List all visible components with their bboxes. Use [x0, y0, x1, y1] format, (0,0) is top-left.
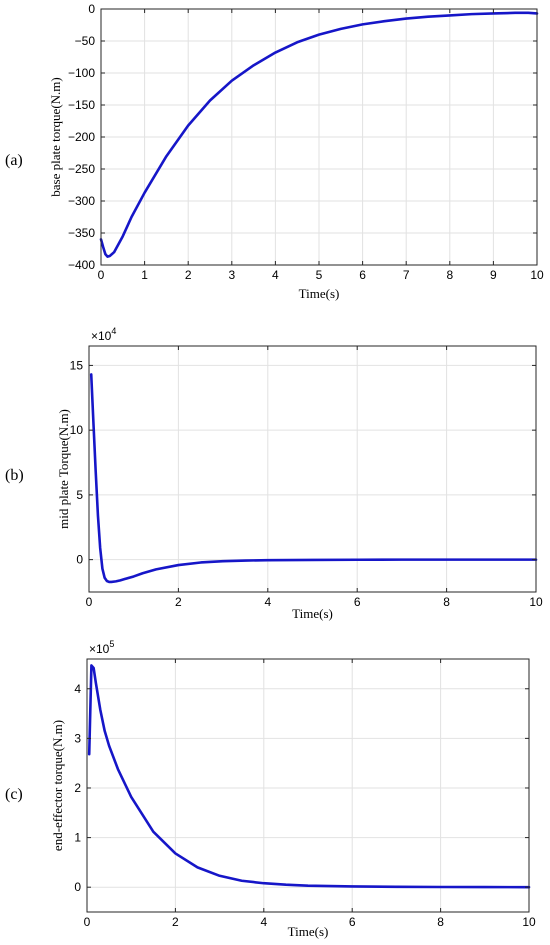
chart-panel-1: 0 1 2 3 4 5 6 7 8 9 10 0 −50 −100 −150 −200 −250 −300 −350… [5, 2, 544, 301]
y-tick-label: 4 [74, 682, 81, 696]
chart-panel-3: 0 2 4 6 8 10 0 1 2 3 4 ×105 Time(s) end-effector torq… [5, 639, 536, 939]
x-tick-label: 2 [172, 915, 179, 929]
y-tick-label: 2 [74, 781, 81, 795]
data-series-line [99, 11, 539, 258]
y-tick-label: 3 [74, 731, 81, 745]
x-tick-label: 0 [84, 915, 91, 929]
x-tick-label: 0 [86, 595, 93, 609]
x-tick-label: 6 [354, 595, 361, 609]
x-axis-title: Time(s) [288, 924, 329, 939]
x-tick-label: 8 [437, 915, 444, 929]
plot-area [89, 346, 536, 592]
data-series-line [89, 373, 538, 584]
x-tick-label: 3 [228, 268, 235, 282]
x-axis-title: Time(s) [299, 286, 340, 301]
axis-multiplier: ×104 [91, 326, 116, 343]
y-tick-label: −250 [68, 162, 95, 176]
y-tick-label: 5 [76, 488, 83, 502]
y-tick-label: 1 [74, 831, 81, 845]
axis-multiplier: ×105 [89, 639, 114, 656]
x-tick-label: 2 [175, 595, 182, 609]
y-tick-label: 0 [74, 880, 81, 894]
y-tick-label: −100 [68, 66, 95, 80]
x-tick-label: 2 [185, 268, 192, 282]
y-tick-label: 15 [70, 358, 84, 372]
plot-frame [88, 345, 537, 593]
plot-frame [86, 658, 530, 913]
x-tick-label: 10 [530, 268, 544, 282]
panel-label: (a) [5, 152, 23, 169]
x-tick-label: 4 [272, 268, 279, 282]
x-tick-label: 8 [446, 268, 453, 282]
y-tick-label: 10 [70, 423, 84, 437]
x-tick-label: 8 [443, 595, 450, 609]
x-tick-label: 4 [264, 595, 271, 609]
data-series-line [87, 664, 531, 889]
y-axis-title: base plate torque(N.m) [48, 77, 63, 196]
x-tick-label: 6 [349, 915, 356, 929]
x-axis-title: Time(s) [292, 606, 333, 621]
x-tick-label: 1 [141, 268, 148, 282]
plot-area [87, 659, 529, 912]
y-tick-label: −300 [68, 194, 95, 208]
y-axis-title: end-effector torque(N.m) [50, 720, 65, 851]
y-tick-label: −50 [75, 34, 96, 48]
y-axis-title: mid plate Torque(N.m) [56, 409, 71, 529]
panel-label: (c) [5, 786, 23, 803]
x-tick-label: 10 [529, 595, 543, 609]
x-tick-label: 0 [98, 268, 105, 282]
x-tick-label: 10 [522, 915, 536, 929]
panel-label: (b) [5, 467, 24, 484]
chart-panel-2: 0 2 4 6 8 10 0 5 10 15 ×104 Time(s) mid plate Torque… [5, 326, 543, 621]
x-tick-label: 6 [359, 268, 366, 282]
x-tick-label: 5 [316, 268, 323, 282]
y-tick-label: −350 [68, 226, 95, 240]
x-tick-label: 9 [490, 268, 497, 282]
y-tick-label: 0 [88, 2, 95, 16]
y-tick-label: −400 [68, 258, 95, 272]
y-tick-label: 0 [76, 553, 83, 567]
x-tick-label: 7 [403, 268, 410, 282]
y-tick-label: −150 [68, 98, 95, 112]
x-tick-label: 4 [260, 915, 267, 929]
y-tick-label: −200 [68, 130, 95, 144]
